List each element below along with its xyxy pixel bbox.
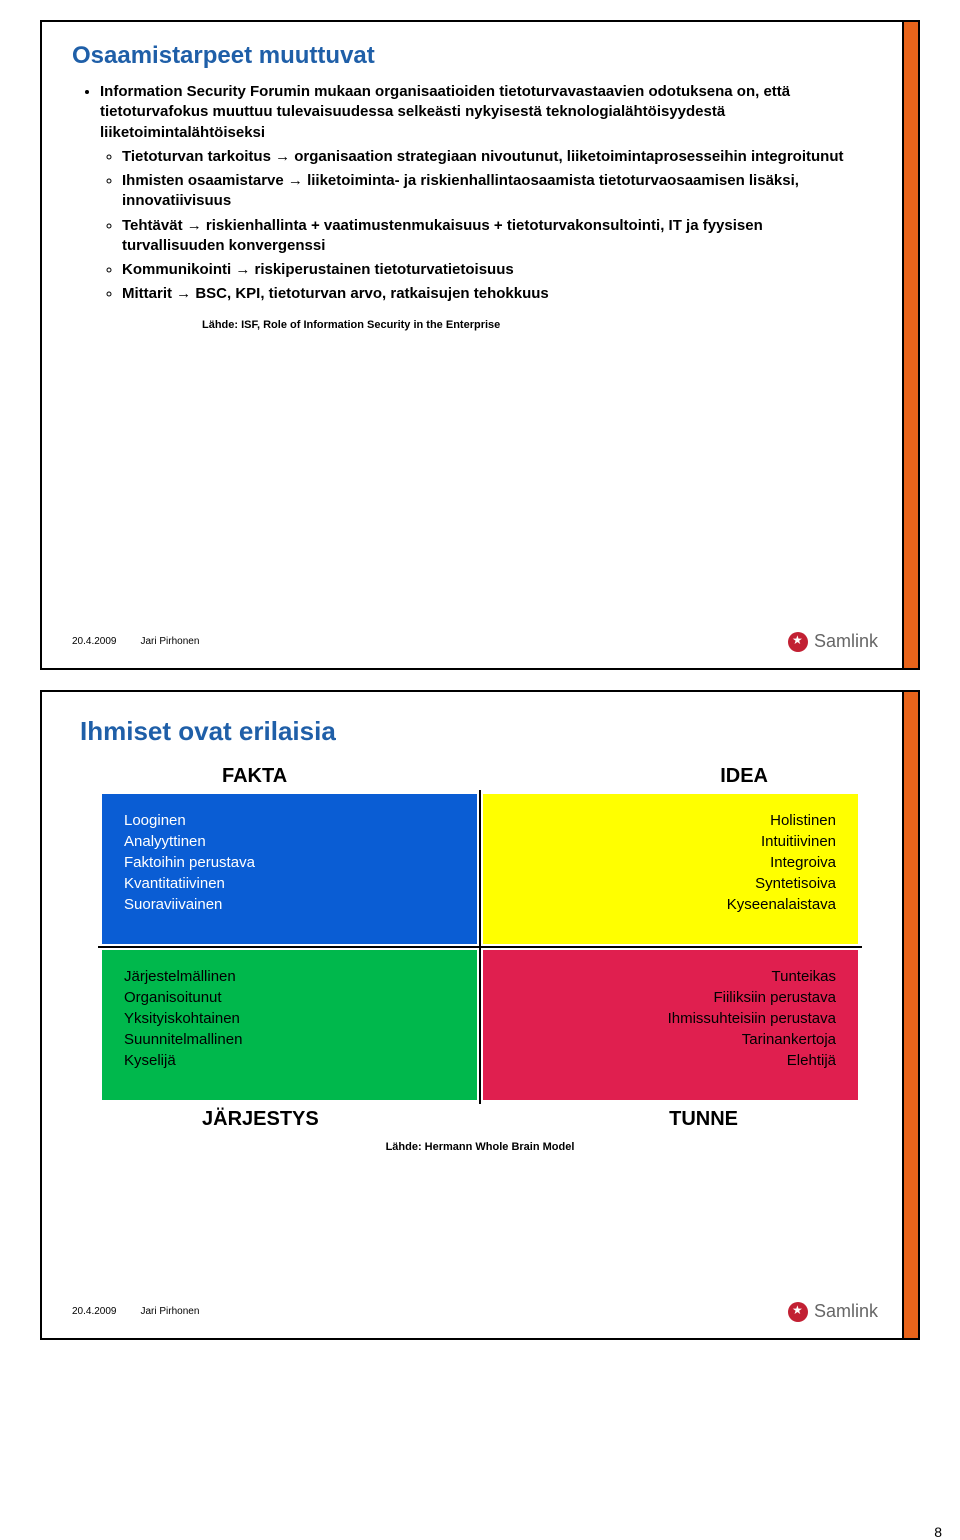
sub-bullet-list: Tietoturvan tarkoitus → organisaation st…	[100, 147, 868, 305]
cell-line: Ihmissuhteisiin perustava	[505, 1008, 836, 1029]
label-tunne: TUNNE	[669, 1108, 738, 1131]
page-number: 8	[934, 1524, 942, 1540]
footer-date: 20.4.2009	[72, 1306, 117, 1317]
cell-line: Fiiliksiin perustava	[505, 987, 836, 1008]
brand-logo: Samlink	[788, 1301, 878, 1322]
cell-line: Kyselijä	[124, 1050, 455, 1071]
quad-cell-red: Tunteikas Fiiliksiin perustava Ihmissuht…	[483, 950, 858, 1100]
brand-text: Samlink	[814, 631, 878, 652]
cell-line: Integroiva	[505, 852, 836, 873]
cell-line: Tarinankertoja	[505, 1029, 836, 1050]
cell-line: Intuitiivinen	[505, 831, 836, 852]
source-citation: Lähde: ISF, Role of Information Security…	[202, 319, 888, 331]
cell-line: Holistinen	[505, 810, 836, 831]
slide-1: Osaamistarpeet muuttuvat Information Sec…	[40, 20, 920, 670]
accent-bar	[902, 692, 918, 1338]
brand-logo: Samlink	[788, 631, 878, 652]
slide-2: Ihmiset ovat erilaisia FAKTA IDEA Loogin…	[40, 690, 920, 1340]
cell-line: Suoraviivainen	[124, 894, 455, 915]
cell-line: Organisoitunut	[124, 987, 455, 1008]
quad-bottom-labels: JÄRJESTYS TUNNE	[102, 1100, 858, 1131]
quad-cell-blue: Looginen Analyyttinen Faktoihin perustav…	[102, 794, 477, 944]
slide-footer: 20.4.2009 Jari Pirhonen Samlink	[72, 1301, 878, 1322]
label-fakta: FAKTA	[222, 765, 287, 788]
cell-line: Järjestelmällinen	[124, 966, 455, 987]
cell-line: Faktoihin perustava	[124, 852, 455, 873]
cell-line: Syntetisoiva	[505, 873, 836, 894]
cell-line: Yksityiskohtainen	[124, 1008, 455, 1029]
slide-title: Ihmiset ovat erilaisia	[80, 716, 888, 747]
star-icon	[788, 1302, 808, 1322]
accent-bar	[902, 22, 918, 668]
label-jarjestys: JÄRJESTYS	[202, 1108, 319, 1131]
cell-line: Suunnitelmallinen	[124, 1029, 455, 1050]
cell-line: Analyyttinen	[124, 831, 455, 852]
slide-title: Osaamistarpeet muuttuvat	[72, 42, 888, 70]
label-idea: IDEA	[720, 765, 768, 788]
sub-bullet: Mittarit → BSC, KPI, tietoturvan arvo, r…	[122, 284, 868, 304]
sub-bullet: Ihmisten osaamistarve → liiketoiminta- j…	[122, 171, 868, 212]
sub-bullet: Kommunikointi → riskiperustainen tietotu…	[122, 260, 868, 280]
bullet-list: Information Security Forumin mukaan orga…	[82, 82, 868, 305]
star-icon	[788, 632, 808, 652]
cell-line: Kvantitatiivinen	[124, 873, 455, 894]
slide-footer: 20.4.2009 Jari Pirhonen Samlink	[72, 631, 878, 652]
footer-author: Jari Pirhonen	[141, 1306, 200, 1317]
cell-line: Elehtijä	[505, 1050, 836, 1071]
quad-cell-green: Järjestelmällinen Organisoitunut Yksityi…	[102, 950, 477, 1100]
footer-author: Jari Pirhonen	[141, 636, 200, 647]
brand-text: Samlink	[814, 1301, 878, 1322]
sub-bullet: Tietoturvan tarkoitus → organisaation st…	[122, 147, 868, 167]
quadrant-diagram: FAKTA IDEA Looginen Analyyttinen Faktoih…	[102, 765, 858, 1153]
quad-cell-yellow: Holistinen Intuitiivinen Integroiva Synt…	[483, 794, 858, 944]
bullet-item: Information Security Forumin mukaan orga…	[100, 82, 868, 143]
cell-line: Looginen	[124, 810, 455, 831]
source-citation: Lähde: Hermann Whole Brain Model	[102, 1141, 858, 1153]
quad-grid: Looginen Analyyttinen Faktoihin perustav…	[102, 794, 858, 1100]
sub-bullet: Tehtävät → riskienhallinta + vaatimusten…	[122, 216, 868, 257]
cell-line: Kyseenalaistava	[505, 894, 836, 915]
cell-line: Tunteikas	[505, 966, 836, 987]
footer-date: 20.4.2009	[72, 636, 117, 647]
